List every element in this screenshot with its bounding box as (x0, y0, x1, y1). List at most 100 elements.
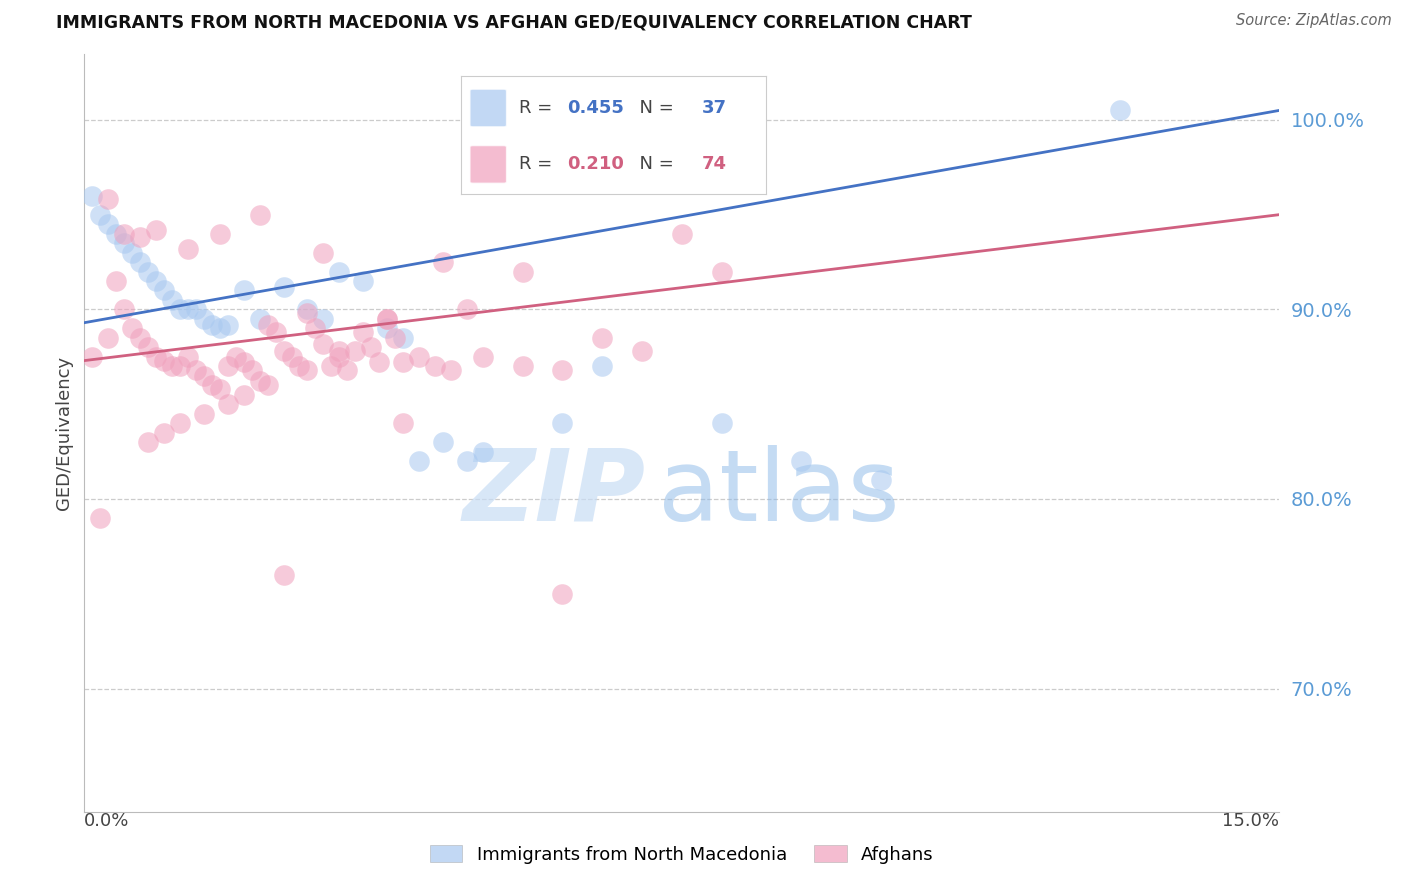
Point (551, 416, 574, 430)
Point (551, 363, 574, 377)
Point (97, 217, 120, 231)
Point (423, 359, 446, 374)
Text: Source: ZipAtlas.com: Source: ZipAtlas.com (1236, 13, 1392, 29)
Point (710, 416, 733, 430)
Point (129, 230, 152, 244)
Point (105, 227, 128, 241)
Point (375, 311, 398, 326)
Point (169, 359, 191, 374)
Point (432, 255, 454, 269)
Point (631, 344, 654, 359)
Point (145, 274, 167, 288)
Point (208, 382, 231, 396)
Y-axis label: GED/Equivalency: GED/Equivalency (55, 356, 73, 509)
Point (129, 331, 152, 345)
Point (112, 227, 135, 241)
Point (217, 318, 239, 332)
Point (184, 302, 207, 317)
Point (297, 363, 319, 377)
Point (384, 331, 406, 345)
Point (512, 264, 534, 278)
Point (240, 363, 263, 377)
Point (321, 359, 343, 374)
Point (432, 435, 454, 450)
Point (280, 350, 302, 364)
Text: 15.0%: 15.0% (1222, 812, 1279, 830)
Point (408, 454, 430, 468)
Point (471, 350, 494, 364)
Point (82, 188, 104, 202)
Point (352, 325, 374, 339)
Point (288, 359, 311, 374)
Point (471, 444, 494, 458)
Point (225, 350, 247, 364)
Point (145, 223, 167, 237)
Point (456, 454, 478, 468)
Point (249, 375, 271, 389)
Point (297, 302, 319, 317)
Point (153, 425, 176, 440)
Point (297, 306, 319, 320)
Point (344, 344, 367, 359)
Point (89, 208, 111, 222)
Text: atlas: atlas (658, 445, 900, 541)
Point (790, 454, 813, 468)
Point (121, 245, 143, 260)
Point (177, 242, 200, 256)
Point (336, 363, 359, 377)
Point (328, 350, 350, 364)
Point (193, 407, 215, 421)
Point (177, 350, 200, 364)
Point (112, 235, 135, 250)
Point (136, 340, 159, 354)
Point (352, 274, 374, 288)
Point (456, 302, 478, 317)
Point (193, 368, 215, 383)
Point (360, 340, 382, 354)
Point (273, 344, 295, 359)
Point (375, 321, 398, 335)
Point (440, 363, 463, 377)
Point (208, 227, 231, 241)
Point (249, 208, 271, 222)
Point (312, 245, 335, 260)
Point (82, 350, 104, 364)
Point (375, 311, 398, 326)
Point (136, 264, 159, 278)
Point (153, 284, 176, 298)
Point (273, 567, 295, 582)
Point (217, 359, 239, 374)
Point (232, 284, 254, 298)
Point (97, 331, 120, 345)
Point (368, 355, 391, 369)
Point (304, 321, 326, 335)
Point (408, 350, 430, 364)
Point (121, 321, 143, 335)
Point (256, 378, 278, 392)
Point (145, 350, 167, 364)
Point (97, 193, 120, 207)
Point (328, 344, 350, 359)
Legend: Immigrants from North Macedonia, Afghans: Immigrants from North Macedonia, Afghans (423, 838, 941, 871)
Point (312, 311, 335, 326)
Point (392, 355, 415, 369)
Point (392, 416, 415, 430)
Point (392, 331, 415, 345)
Point (136, 435, 159, 450)
Point (184, 363, 207, 377)
Point (870, 473, 893, 487)
Point (273, 279, 295, 293)
Point (160, 359, 183, 374)
Point (591, 331, 613, 345)
Point (169, 416, 191, 430)
Point (249, 311, 271, 326)
Point (551, 587, 574, 601)
Point (312, 336, 335, 351)
Point (201, 318, 224, 332)
Point (256, 318, 278, 332)
Point (129, 255, 152, 269)
Point (232, 355, 254, 369)
Text: IMMIGRANTS FROM NORTH MACEDONIA VS AFGHAN GED/EQUIVALENCY CORRELATION CHART: IMMIGRANTS FROM NORTH MACEDONIA VS AFGHA… (56, 13, 972, 31)
Point (153, 353, 176, 368)
Point (512, 359, 534, 374)
